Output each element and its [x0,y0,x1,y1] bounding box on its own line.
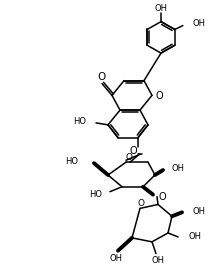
Text: O: O [158,192,166,202]
Text: OH: OH [193,19,206,28]
Text: O: O [97,72,105,82]
Text: O: O [138,199,145,208]
Text: OH: OH [109,254,123,263]
Text: O: O [129,146,137,156]
Text: HO: HO [89,190,102,199]
Text: OH: OH [192,207,205,216]
Text: OH: OH [155,4,167,13]
Text: OH: OH [171,164,184,173]
Text: OH: OH [188,232,201,241]
Text: O: O [155,91,163,101]
Text: HO: HO [65,157,78,166]
Text: OH: OH [152,256,165,265]
Text: HO: HO [73,117,86,126]
Text: O: O [126,153,133,162]
